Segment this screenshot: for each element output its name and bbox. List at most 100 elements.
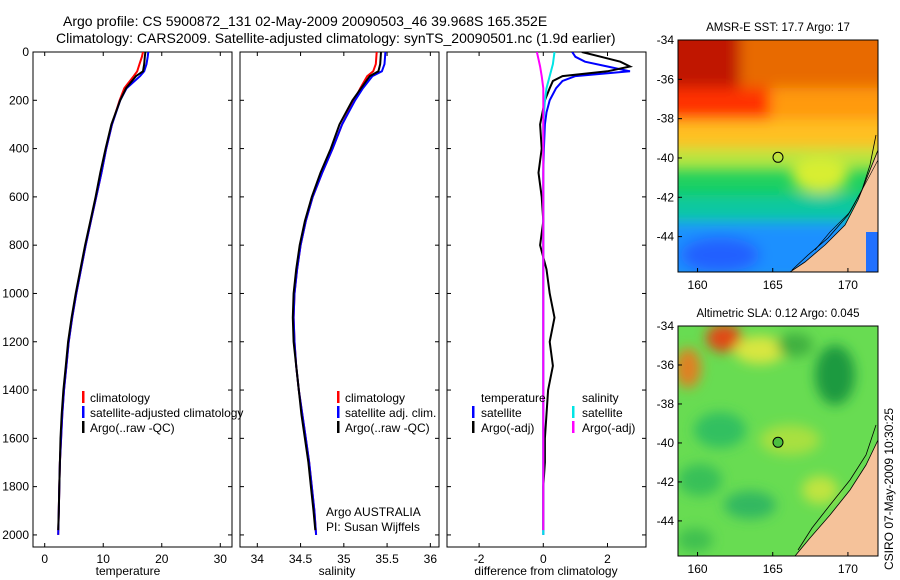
temperature-curves [57,52,150,535]
y-tick-label: 1000 [2,286,29,300]
map-x-tick-label: 160 [688,562,708,576]
sla-argo-marker [772,436,784,448]
x-tick-label: 2 [604,552,611,566]
map-y-tick-label: -34 [657,33,675,47]
y-tick-label: 1400 [2,383,29,397]
salinity-ticks: 34 34.5 35 35.5 36 [240,51,439,566]
temperature-ticks: 0 10 20 30 0 200 400 600 800 1000 1200 1400 1600 1800… [2,45,232,566]
sst-map-frame [677,39,879,273]
map-y-tick-label: -40 [657,151,675,165]
temperature-legend: climatology satellite-adjusted climatolo… [82,391,243,435]
diff-legend-temp-argo-swatch [472,421,475,433]
y-tick-label: 400 [9,142,29,156]
temperature-axes [32,51,233,548]
diff-legend-temp-argo-label: Argo(-adj) [481,421,534,435]
sal-legend-argo-label: Argo(..raw -QC) [345,421,430,435]
temperature-climatology-line [57,52,144,535]
y-tick-label: 0 [22,45,29,59]
legend-climatology-swatch [82,391,85,403]
map-x-tick-label: 165 [763,278,783,292]
x-tick-label: 34 [251,552,265,566]
salinity-legend: climatology satellite adj. clim. Argo(..… [337,391,436,435]
argo-australia-label: Argo AUSTRALIA [326,505,421,519]
difference-curves [535,52,634,535]
sla-map-frame [677,325,879,557]
salinity-climatology-line [292,52,378,535]
sst-argo-marker [772,151,784,163]
map-y-tick-label: -36 [657,358,675,372]
y-tick-label: 1600 [2,431,29,445]
legend-satellite-swatch [82,406,85,418]
sla-land [794,439,878,556]
map-y-tick-label: -44 [657,514,675,528]
legend-argo-swatch [82,421,85,433]
y-tick-label: 1800 [2,480,29,494]
sla-map-title: Altimetric SLA: 0.12 Argo: 0.045 [696,308,859,320]
map-y-tick-label: -34 [657,319,675,333]
map-x-tick-label: 160 [688,278,708,292]
diff-temperature-satellite-line [542,52,631,535]
temperature-satellite-adjusted-line [57,52,150,535]
x-tick-label: 10 [97,552,111,566]
map-y-tick-label: -38 [657,397,675,411]
x-tick-label: 35.5 [375,552,399,566]
sst-map-ticks: 160 165 170 -34 -36 -38 -40 -42 -44 [657,33,859,292]
sal-legend-climatology-swatch [337,391,340,403]
temperature-argo-line [57,52,147,531]
x-tick-label: 36 [424,552,438,566]
legend-satellite-label: satellite-adjusted climatology [90,406,243,420]
map-y-tick-label: -42 [657,475,675,489]
diff-salinity-argo-line [535,52,545,531]
difference-legend: temperature satellite Argo(-adj) salinit… [472,391,635,435]
salinity-argo-line [291,52,382,531]
salinity-curves [291,52,387,535]
csiro-timestamp: CSIRO 07-May-2009 10:30:25 [882,408,896,570]
sst-map-title: AMSR-E SST: 17.7 Argo: 17 [706,22,850,34]
y-tick-label: 200 [9,93,29,107]
map-y-tick-label: -36 [657,72,675,86]
sla-map-ticks: 160 165 170 -34 -36 -38 -40 -42 -44 [657,319,859,576]
map-x-tick-label: 165 [763,562,783,576]
y-tick-label: 2000 [2,528,29,542]
diff-legend-temperature-title: temperature [481,391,546,405]
map-y-tick-label: -38 [657,112,675,126]
diff-legend-sal-argo-label: Argo(-adj) [582,421,635,435]
sst-land [789,149,878,272]
map-x-tick-label: 170 [838,562,858,576]
x-tick-label: 0 [540,552,547,566]
map-y-tick-label: -40 [657,436,675,450]
sal-legend-satellite-label: satellite adj. clim. [345,406,436,420]
figure-title-line2: Climatology: CARS2009. Satellite-adjuste… [56,30,616,46]
difference-xlabel: difference from climatology [474,564,617,578]
difference-axes [446,51,647,548]
salinity-xlabel: salinity [319,564,356,578]
x-tick-label: 30 [214,552,228,566]
pi-label: PI: Susan Wijffels [326,520,420,534]
x-tick-label: 34.5 [289,552,313,566]
x-tick-label: 35 [337,552,351,566]
diff-legend-sal-satellite-label: satellite [582,406,623,420]
figure-title-line1: Argo profile: CS 5900872_131 02-May-2009… [63,13,547,29]
map-x-tick-label: 170 [838,278,858,292]
difference-ticks: -2 0 2 [447,51,646,566]
diff-legend-salinity-title: salinity [582,391,619,405]
temperature-xlabel: temperature [96,564,161,578]
sal-legend-satellite-swatch [337,406,340,418]
diff-legend-sal-argo-swatch [572,421,575,433]
map-y-tick-label: -44 [657,230,675,244]
legend-climatology-label: climatology [90,391,150,405]
y-tick-label: 800 [9,238,29,252]
map-y-tick-label: -42 [657,190,675,204]
diff-legend-temp-satellite-swatch [472,406,475,418]
y-tick-label: 600 [9,190,29,204]
x-tick-label: -2 [474,552,485,566]
x-tick-label: 20 [155,552,169,566]
diff-legend-sal-satellite-swatch [572,406,575,418]
salinity-axes [239,51,440,548]
sal-legend-argo-swatch [337,421,340,433]
sst-map-field [678,40,878,272]
sal-legend-climatology-label: climatology [345,391,405,405]
diff-legend-temp-satellite-label: satellite [481,406,522,420]
y-tick-label: 1200 [2,335,29,349]
